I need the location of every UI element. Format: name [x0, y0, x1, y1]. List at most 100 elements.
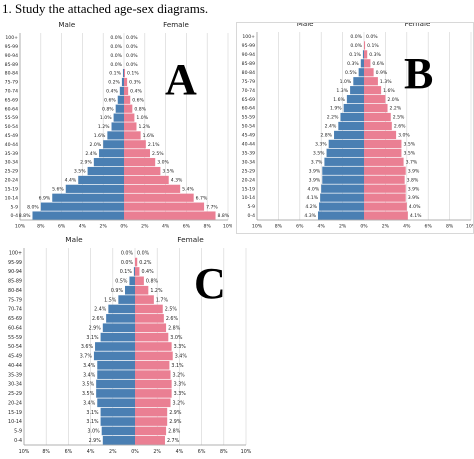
male-bar [111, 122, 124, 131]
female-value-label: 1.2% [138, 124, 150, 130]
female-value-label: 0.1% [127, 71, 139, 77]
female-bar [124, 211, 216, 220]
female-value-label: 3.5% [403, 150, 415, 156]
male-value-label: 3.1% [86, 335, 99, 341]
female-bar [135, 323, 167, 333]
male-value-label: 3.4% [83, 363, 96, 369]
male-value-label: 2.8% [320, 133, 332, 139]
x-tick-label: 4% [318, 224, 326, 230]
x-tick-label: 8% [204, 224, 212, 230]
female-bar [135, 370, 171, 379]
age-label: 40-44 [5, 142, 18, 148]
female-bar [135, 267, 140, 276]
age-label: 100+ [5, 35, 18, 41]
female-value-label: 2.8% [168, 325, 181, 331]
age-label: 90-94 [242, 52, 255, 58]
male-value-label: 0.3% [347, 61, 359, 67]
female-bar [124, 184, 181, 193]
x-tick-label: 4% [79, 224, 87, 230]
age-label: 60-64 [8, 325, 22, 331]
female-value-label: 1.6% [383, 88, 395, 94]
male-bar [101, 426, 135, 436]
female-bar [364, 184, 406, 193]
x-tick-label: 6% [198, 449, 206, 455]
female-value-label: 0.0% [126, 35, 138, 41]
pyramid-chart-a: 10%8%6%4%2%0%2%4%6%8%10%MaleFemale0-48.8… [5, 22, 232, 230]
female-value-label: 1.6% [143, 133, 155, 139]
diagram-letter-b: B [404, 49, 434, 98]
female-value-label: 6.7% [196, 195, 208, 201]
female-value-label: 7.7% [206, 204, 218, 210]
female-bar [364, 148, 402, 157]
x-tick-label: 4% [176, 449, 184, 455]
age-label: 5-9 [14, 429, 22, 435]
female-value-label: 2.7% [167, 438, 180, 444]
age-label: 20-24 [8, 400, 22, 406]
age-label: 0-4 [247, 213, 255, 219]
age-label: 40-44 [242, 142, 255, 148]
male-bar [118, 295, 135, 304]
x-tick-label: 8% [446, 224, 454, 230]
female-bar [135, 407, 168, 417]
female-value-label: 2.6% [166, 316, 179, 322]
x-tick-label: 8% [37, 224, 45, 230]
age-label: 20-24 [5, 178, 18, 184]
male-value-label: 1.3% [336, 88, 348, 94]
male-bar [97, 398, 135, 408]
male-value-label: 3.6% [81, 344, 94, 350]
pyramid-chart-c: 10% 8% 6% 4% 2% 0% 2% 4% 6% 8% 10% Male Female 0-4 2.9… [8, 236, 252, 455]
pyramid-chart-b: 10% 8% 6% 4% 2% 0% 2% 4% 6% 8% 10% Male Female 0-4 4.3… [242, 23, 473, 230]
age-label: 55-59 [8, 335, 22, 341]
female-value-label: 8.8% [218, 213, 230, 219]
female-bar [135, 379, 172, 389]
male-value-label: 0.4% [106, 88, 118, 94]
female-value-label: 2.5% [165, 307, 178, 313]
female-bar [135, 332, 169, 342]
male-bar [125, 285, 135, 295]
male-bar [102, 435, 135, 445]
male-value-label: 4.1% [306, 195, 318, 201]
female-bar [124, 158, 156, 167]
female-value-label: 3.4% [175, 354, 188, 360]
male-value-label: 0.1% [120, 269, 133, 275]
male-bar [324, 157, 364, 166]
male-value-label: 0.0% [121, 250, 134, 256]
male-value-label: 1.6% [94, 133, 106, 139]
age-label: 90-94 [8, 269, 22, 275]
female-bar [135, 360, 170, 370]
male-bar [100, 417, 135, 426]
female-value-label: 3.5% [403, 142, 415, 148]
female-bar [124, 86, 129, 95]
age-label: 45-49 [5, 133, 18, 139]
female-bar [364, 95, 386, 104]
x-tick-label: 0% [360, 224, 368, 230]
male-bar [328, 139, 364, 149]
age-label: 0-4 [14, 438, 22, 444]
male-bar [102, 323, 135, 333]
age-label: 25-29 [5, 169, 18, 175]
age-label: 45-49 [242, 133, 255, 139]
age-label: 60-64 [5, 106, 18, 112]
x-tick-label: 10% [223, 224, 232, 230]
age-label: 5-9 [10, 204, 18, 210]
male-value-label: 3.7% [311, 159, 323, 165]
x-tick-label: 6% [183, 224, 191, 230]
male-bar [362, 50, 364, 59]
male-value-label: 8.8% [19, 213, 31, 219]
female-bar [364, 77, 378, 86]
female-bar [135, 304, 163, 314]
male-bar [65, 184, 124, 193]
age-label: 80-84 [5, 71, 18, 77]
male-bar [96, 389, 135, 398]
female-bar [364, 68, 374, 77]
male-value-label: 0.5% [345, 70, 357, 76]
male-value-label: 1.0% [100, 115, 112, 121]
female-bar [364, 50, 368, 59]
male-value-label: 3.0% [88, 429, 101, 435]
x-tick-label: 2% [153, 449, 161, 455]
x-tick-label: 10% [15, 224, 26, 230]
male-bar [338, 121, 364, 131]
diagram-letter-c: C [194, 259, 226, 308]
male-value-label: 3.1% [86, 419, 99, 425]
female-bar [364, 139, 402, 149]
